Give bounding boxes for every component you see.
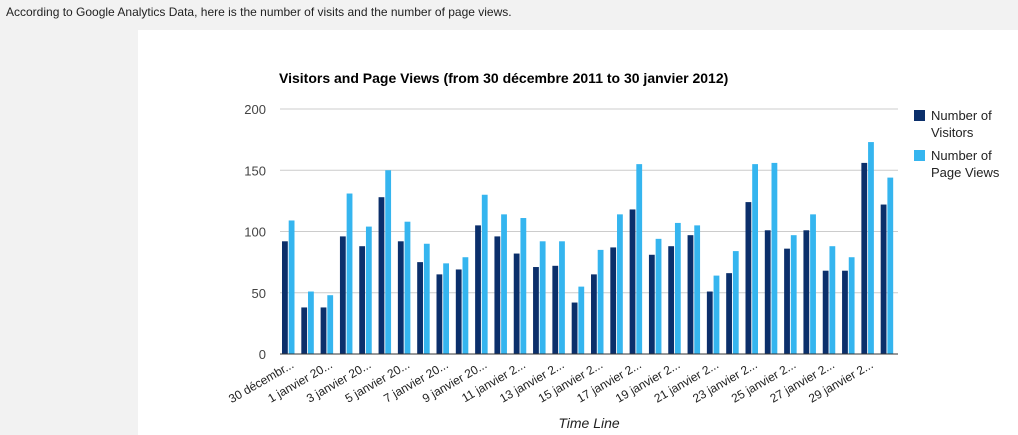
bar-series-1 [359, 246, 366, 354]
bar-series-1 [417, 262, 423, 354]
bar-series-1 [648, 254, 655, 354]
bar-series-2 [462, 257, 469, 354]
bar-series-2 [365, 226, 372, 354]
bar-series-1 [822, 270, 829, 354]
bar-series-1 [513, 253, 520, 354]
bar-series-2 [423, 243, 430, 354]
bar-series-1 [842, 270, 848, 354]
bar-series-2 [674, 222, 681, 354]
bar-series-2 [327, 295, 334, 354]
legend-label: Visitors [931, 125, 974, 140]
bar-series-2 [520, 218, 527, 354]
bar-series-1 [591, 274, 597, 354]
bar-series-1 [861, 162, 868, 354]
bars [282, 142, 894, 354]
bar-series-1 [803, 230, 810, 354]
bar-series-1 [436, 274, 443, 354]
bar-series-2 [810, 214, 816, 354]
bar-series-1 [455, 269, 462, 354]
bar-series-2 [308, 291, 314, 354]
bar-series-2 [848, 257, 855, 354]
y-tick-label: 100 [244, 225, 266, 240]
legend-label: Page Views [931, 165, 1000, 180]
bar-series-2 [559, 241, 565, 354]
bar-series-1 [339, 236, 346, 354]
bar-series-2 [385, 170, 392, 354]
bar-series-1 [533, 267, 539, 354]
x-axis-ticks: 30 décembr...1 janvier 20...3 janvier 20… [226, 357, 875, 405]
bar-series-2 [790, 235, 797, 354]
bar-series-2 [636, 164, 643, 354]
bar-series-2 [655, 238, 662, 354]
bar-series-1 [629, 209, 636, 354]
bar-series-2 [732, 251, 739, 354]
bar-series-1 [610, 247, 617, 354]
y-tick-label: 50 [252, 286, 266, 301]
bar-series-2 [597, 249, 604, 354]
bar-chart: Visitors and Page Views (from 30 décembr… [226, 70, 1000, 431]
legend-swatch [914, 150, 925, 161]
bar-series-2 [617, 214, 623, 354]
bar-series-1 [397, 241, 404, 354]
bar-series-2 [404, 221, 411, 354]
chart-title: Visitors and Page Views (from 30 décembr… [279, 70, 728, 86]
bar-series-1 [475, 225, 481, 354]
bar-series-1 [320, 307, 327, 354]
bar-series-2 [288, 220, 295, 354]
bar-series-1 [764, 230, 771, 354]
bar-series-1 [282, 241, 288, 354]
x-axis-label: Time Line [558, 415, 620, 431]
bar-series-2 [443, 263, 449, 354]
bar-series-1 [571, 302, 578, 354]
bar-series-2 [578, 286, 585, 354]
bar-series-1 [880, 204, 887, 354]
y-tick-label: 150 [244, 163, 266, 178]
bar-series-2 [771, 162, 778, 354]
intro-text: According to Google Analytics Data, here… [6, 5, 512, 19]
bar-series-1 [706, 291, 713, 354]
bar-series-1 [745, 202, 752, 354]
y-tick-label: 200 [244, 102, 266, 117]
bar-series-2 [887, 177, 894, 354]
bar-series-2 [501, 214, 507, 354]
bar-series-1 [784, 248, 790, 354]
legend-swatch [914, 110, 925, 121]
y-tick-label: 0 [259, 347, 266, 362]
bar-series-2 [829, 246, 836, 354]
bar-series-1 [378, 197, 385, 354]
bar-series-1 [668, 246, 675, 354]
bar-series-2 [539, 241, 546, 354]
legend: Number of Visitors Number of Page Views [914, 108, 1000, 180]
bar-series-2 [346, 193, 353, 354]
bar-series-1 [301, 307, 308, 354]
bar-series-1 [494, 236, 501, 354]
bar-series-2 [481, 194, 488, 354]
chart-panel: Visitors and Page Views (from 30 décembr… [138, 30, 1018, 435]
y-axis-ticks: 0 50 100 150 200 [244, 102, 266, 362]
bar-series-1 [552, 265, 559, 354]
bar-series-2 [713, 275, 720, 354]
bar-series-2 [868, 142, 874, 354]
bar-series-2 [694, 225, 701, 354]
legend-label: Number of [931, 148, 992, 163]
bar-series-1 [726, 273, 732, 354]
bar-series-1 [687, 235, 694, 354]
bar-series-2 [752, 164, 758, 354]
legend-label: Number of [931, 108, 992, 123]
